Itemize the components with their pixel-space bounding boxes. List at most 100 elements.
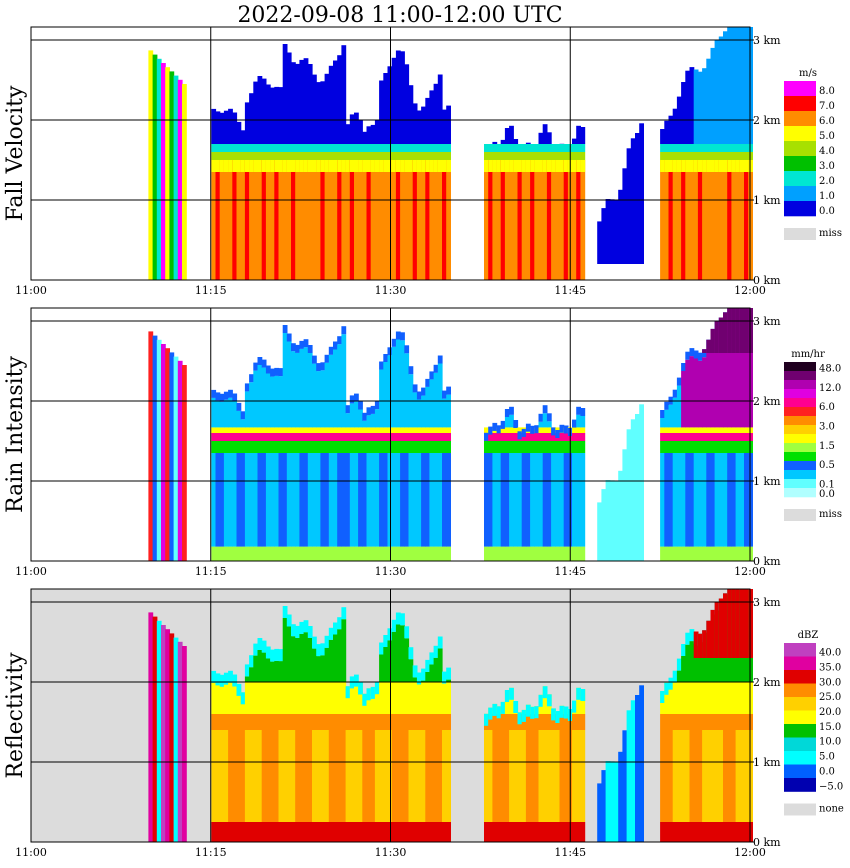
heatmap-cell — [404, 427, 410, 433]
colorbar-swatch — [784, 156, 816, 172]
heatmap-cell — [563, 441, 569, 453]
heatmap-cell — [337, 822, 342, 842]
heatmap-cell — [492, 141, 498, 144]
heatmap-cell — [421, 546, 426, 561]
heatmap-cell — [496, 160, 502, 280]
heatmap-cell — [702, 427, 707, 433]
heatmap-cell — [345, 160, 351, 172]
heatmap-cell — [672, 682, 678, 714]
heatmap-cell — [425, 730, 431, 822]
heatmap-cell — [693, 152, 699, 160]
heatmap-cell — [676, 658, 682, 671]
heatmap-cell — [551, 433, 556, 441]
heatmap-cell — [484, 152, 489, 160]
heatmap-cell — [509, 406, 514, 415]
heatmap-cell — [370, 160, 376, 172]
heatmap-cell — [421, 714, 426, 730]
heatmap-cell — [312, 822, 317, 842]
heatmap-cell — [253, 152, 259, 160]
heatmap-cell — [412, 384, 418, 393]
heatmap-cell — [312, 441, 317, 453]
heatmap-cell — [421, 441, 426, 453]
heatmap-cell — [211, 160, 217, 280]
heatmap-cell — [215, 160, 221, 172]
heatmap-cell — [563, 453, 569, 547]
heatmap-cell — [274, 648, 280, 661]
heatmap-cell — [370, 441, 376, 453]
heatmap-cell — [442, 441, 447, 453]
heatmap-cell — [509, 433, 514, 441]
heatmap-cell — [257, 76, 263, 144]
heatmap-cell — [702, 68, 707, 144]
heatmap-cell — [370, 413, 376, 428]
heatmap-cell — [236, 546, 242, 561]
heatmap-cell — [484, 441, 489, 453]
heatmap-cell — [664, 409, 670, 428]
heatmap-cell — [286, 822, 292, 842]
heatmap-cell — [395, 427, 401, 433]
heatmap-cell — [307, 144, 313, 152]
heatmap-cell — [748, 308, 753, 353]
colorbar-level-label: 30.0 — [819, 677, 841, 688]
heatmap-cell — [257, 365, 263, 428]
heatmap-cell — [295, 453, 300, 547]
heatmap-cell — [437, 355, 443, 364]
heatmap-cell — [576, 160, 581, 280]
heatmap-cell — [278, 160, 284, 172]
heatmap-cell — [727, 433, 732, 441]
heatmap-cell — [534, 822, 540, 842]
heatmap-cell — [433, 152, 439, 160]
heatmap-cell — [349, 395, 355, 404]
heatmap-cell — [542, 686, 548, 714]
heatmap-cell — [354, 112, 359, 144]
heatmap-cell — [563, 152, 569, 160]
heatmap-cell — [685, 160, 691, 280]
heatmap-cell — [379, 152, 384, 160]
heatmap-cell — [492, 546, 498, 561]
heatmap-cell — [223, 160, 229, 280]
heatmap-cell — [538, 413, 544, 422]
x-tick-label: 11:30 — [375, 565, 407, 578]
heatmap-cell — [504, 128, 510, 144]
heatmap-cell — [723, 152, 728, 160]
heatmap-cell — [517, 441, 523, 453]
heatmap-cell — [211, 546, 217, 561]
heatmap-cell — [425, 714, 431, 730]
heatmap-cell — [538, 822, 544, 842]
heatmap-cell — [664, 682, 670, 714]
heatmap-cell — [379, 546, 384, 561]
heatmap-cell — [546, 441, 552, 453]
heatmap-cell — [312, 74, 317, 144]
heatmap-cell — [504, 152, 510, 160]
heatmap-cell — [496, 144, 502, 152]
heatmap-cell — [228, 730, 233, 822]
heatmap-cell — [538, 441, 544, 453]
heatmap-cell — [395, 331, 401, 340]
heatmap-cell — [349, 546, 355, 561]
heatmap-cell — [710, 144, 716, 152]
heatmap-cell — [383, 160, 389, 280]
heatmap-cell — [333, 427, 338, 433]
heatmap-cell — [333, 160, 338, 280]
heatmap-cell — [299, 682, 305, 714]
heatmap-cell — [387, 682, 393, 714]
heatmap-cell — [718, 441, 724, 453]
heatmap-cell — [333, 152, 338, 160]
heatmap-cell — [249, 93, 254, 144]
heatmap-cell — [421, 680, 426, 682]
heatmap-cell — [316, 441, 321, 453]
heatmap-cell — [244, 383, 250, 392]
heatmap-cell — [731, 682, 737, 714]
colorbar-swatch — [784, 389, 816, 399]
colorbar-level-label: 7.0 — [819, 101, 835, 112]
heatmap-cell — [404, 453, 410, 547]
heatmap-cell — [354, 714, 359, 730]
heatmap-cell — [735, 308, 741, 428]
heatmap-cell — [391, 714, 397, 730]
heatmap-cell — [257, 357, 263, 365]
heatmap-cell — [496, 714, 502, 730]
heatmap-cell — [278, 649, 284, 662]
heatmap-cell — [685, 152, 691, 160]
heatmap-cell — [265, 546, 271, 561]
heatmap-cell — [429, 652, 435, 665]
